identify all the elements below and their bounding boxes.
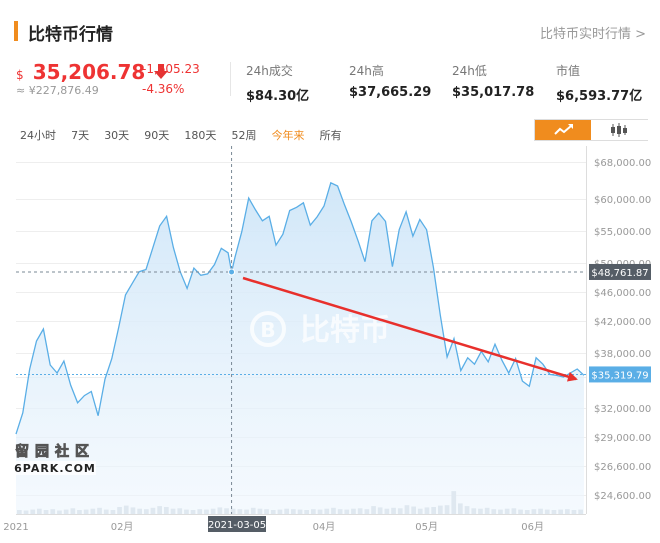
currency-symbol: $: [16, 68, 24, 82]
site-watermark: 留园社区 6PARK.COM: [14, 443, 96, 475]
stat-24h-high: 24h高 $37,665.29: [349, 62, 431, 100]
stat-value: $84.30亿: [246, 89, 310, 104]
stats-divider: [230, 62, 231, 96]
y-tick-label: $26,600.00: [594, 462, 651, 473]
x-tick-label: 06月: [521, 521, 544, 533]
crosshair-price-label: $48,761.87: [591, 268, 648, 279]
y-tick-label: $60,000.00: [594, 195, 651, 206]
watermark-glyphs: 留园社区: [15, 443, 95, 460]
price-change: -1,605.23: [142, 62, 200, 76]
crosshair-price-box: [589, 263, 651, 280]
arrow-down-icon: [154, 64, 169, 79]
tab-30d[interactable]: 30天: [104, 129, 130, 142]
line-chart-button[interactable]: [535, 120, 591, 140]
stat-label: 24h低: [452, 64, 487, 78]
chart-type-toggle: [534, 119, 648, 141]
stat-value: $35,017.78: [452, 85, 535, 100]
tab-24h[interactable]: 24小时: [20, 129, 56, 142]
svg-text:B: B: [260, 318, 275, 342]
stat-label: 24h高: [349, 64, 384, 78]
y-tick-label: $68,000.00: [594, 158, 651, 169]
watermark-center: B 比特币: [250, 311, 390, 348]
x-tick-label: 05月: [415, 521, 438, 533]
tab-ytd[interactable]: 今年来: [271, 129, 305, 142]
realtime-quote-link[interactable]: 比特币实时行情 >: [539, 27, 646, 42]
price-line: [15, 181, 585, 435]
y-tick-label: $42,000.00: [594, 317, 651, 328]
candlestick-icon: [611, 123, 627, 137]
last-price-box: [589, 366, 651, 383]
tab-52w[interactable]: 52周: [231, 129, 257, 142]
page-title: 比特币行情: [28, 25, 113, 45]
stat-market-cap: 市值 $6,593.77亿: [556, 62, 642, 104]
x-tick-label: 2021: [3, 522, 28, 533]
stat-value: $6,593.77亿: [556, 89, 643, 104]
crosshair: [16, 146, 586, 514]
price-chart[interactable]: B 比特币 $68,000.00$60,000.00$55,000.00$50,…: [0, 146, 660, 543]
y-tick-label: $24,600.00: [594, 491, 651, 502]
header: 比特币行情 比特币实时行情 >: [14, 20, 646, 45]
y-tick-label: $38,000.00: [594, 349, 651, 360]
trend-arrow: [242, 276, 578, 382]
crosshair-date-label: 2021-03-05: [208, 520, 266, 531]
current-price: 35,206.78: [32, 60, 146, 84]
tab-7d[interactable]: 7天: [71, 129, 90, 142]
stat-24h-low: 24h低 $35,017.78: [452, 62, 534, 100]
crosshair-point: [228, 268, 236, 276]
price-markers: 2021-03-05 $48,761.87 $35,319.79: [208, 263, 651, 532]
title-accent-bar: [14, 21, 18, 41]
x-tick-label: 04月: [313, 521, 336, 533]
tab-90d[interactable]: 90天: [144, 129, 170, 142]
stat-value: $37,665.29: [349, 85, 432, 100]
x-tick-label: 02月: [111, 521, 134, 533]
cny-price: ≈ ¥227,876.49: [16, 84, 99, 97]
watermark-site: 6PARK.COM: [14, 462, 96, 475]
y-axis-labels: $68,000.00$60,000.00$55,000.00$50,000.00…: [594, 158, 651, 502]
y-tick-label: $29,000.00: [594, 433, 651, 444]
x-axis-labels: 2021 02月 04月 05月 06月: [3, 521, 544, 533]
tab-180d[interactable]: 180天: [184, 129, 217, 142]
price-summary: $ 35,206.78 ≈ ¥227,876.49 -1,605.23 -4.3…: [16, 60, 226, 100]
y-tick-label: $46,000.00: [594, 288, 651, 299]
period-tabs: 24小时 7天 30天 90天 180天 52周 今年来 所有: [20, 124, 352, 142]
line-chart-icon: [554, 124, 573, 135]
stat-label: 市值: [556, 64, 581, 78]
stat-label: 24h成交: [246, 64, 293, 78]
crosshair-date-box: [208, 516, 266, 532]
last-price-label: $35,319.79: [591, 370, 648, 381]
stat-24h-volume: 24h成交 $84.30亿: [246, 62, 309, 104]
tab-all[interactable]: 所有: [319, 129, 342, 142]
y-tick-label: $32,000.00: [594, 404, 651, 415]
price-change-percent: -4.36%: [142, 82, 185, 96]
price-area: [16, 182, 584, 515]
candlestick-chart-button[interactable]: [592, 120, 648, 140]
y-tick-label: $55,000.00: [594, 227, 651, 238]
